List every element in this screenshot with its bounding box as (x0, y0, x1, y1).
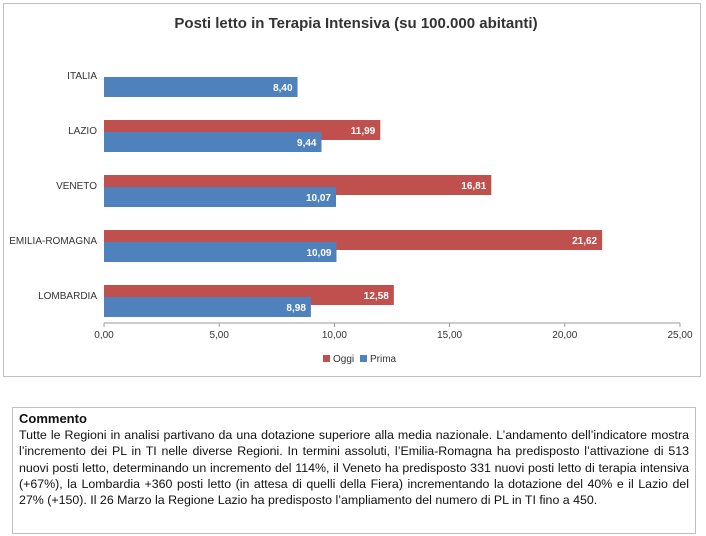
data-label: 10,09 (306, 248, 331, 259)
category-label: LOMBARDIA (38, 291, 97, 302)
bar-prima (104, 77, 298, 97)
x-tick-label: 20,00 (552, 330, 577, 341)
x-tick-label: 5,00 (209, 330, 229, 341)
category-label: ITALIA (67, 71, 97, 82)
legend-swatch-oggi (323, 355, 330, 362)
data-label: 8,40 (273, 83, 293, 94)
bar-prima (104, 132, 322, 152)
chart-frame: Posti letto in Terapia Intensiva (su 100… (3, 3, 701, 377)
data-label: 21,62 (572, 236, 597, 247)
category-label: VENETO (56, 181, 97, 192)
x-tick-label: 25,00 (667, 330, 692, 341)
category-label: EMILIA-ROMAGNA (9, 236, 97, 247)
bar-prima (104, 187, 337, 207)
bar-chart: Posti letto in Terapia Intensiva (su 100… (9, 15, 693, 365)
category-label: LAZIO (68, 126, 97, 137)
legend-label-prima: Prima (370, 354, 397, 365)
bar-prima (104, 297, 311, 317)
data-label: 16,81 (461, 181, 486, 192)
comment-box: Commento Tutte le Regioni in analisi par… (12, 407, 696, 534)
comment-title: Commento (19, 411, 87, 426)
data-label: 8,98 (286, 303, 306, 314)
data-label: 12,58 (364, 291, 389, 302)
x-tick-label: 15,00 (437, 330, 462, 341)
legend-swatch-prima (360, 355, 367, 362)
data-label: 10,07 (306, 193, 331, 204)
legend-label-oggi: Oggi (333, 354, 354, 365)
comment-text: Tutte le Regioni in analisi partivano da… (19, 428, 689, 508)
x-tick-label: 0,00 (94, 330, 114, 341)
x-tick-label: 10,00 (322, 330, 347, 341)
bar-prima (104, 242, 337, 262)
data-label: 11,99 (351, 126, 376, 137)
chart-title: Posti letto in Terapia Intensiva (su 100… (174, 15, 537, 32)
data-label: 9,44 (297, 138, 317, 149)
